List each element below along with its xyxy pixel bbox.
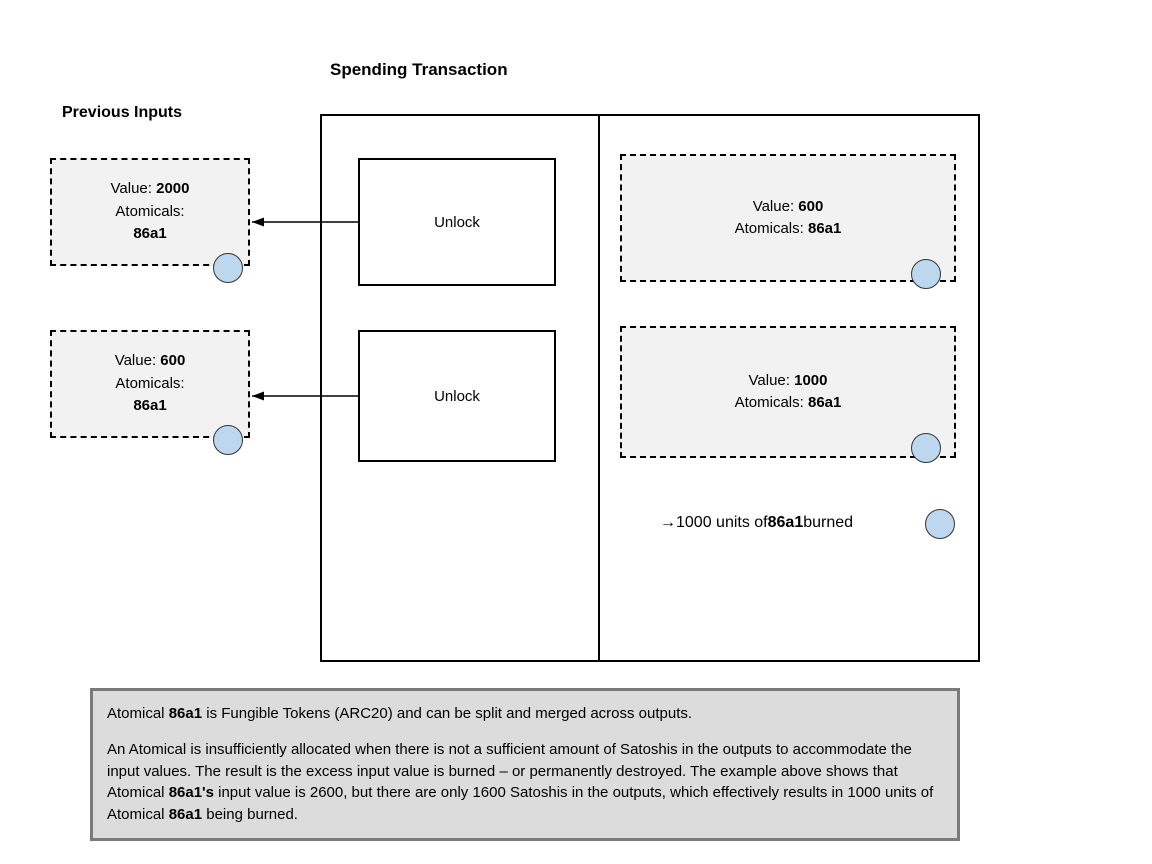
value-label: Value: — [753, 198, 799, 215]
atomicals-line: Atomicals: 86a1 — [735, 218, 842, 241]
burned-prefix: 1000 units of — [676, 514, 768, 532]
atomicals-line: Atomicals: 86a1 — [735, 392, 842, 415]
token-circle-icon — [925, 509, 955, 539]
output-box: Value: 600 Atomicals: 86a1 — [620, 154, 956, 282]
caption-paragraph-2: An Atomical is insufficiently allocated … — [107, 739, 943, 826]
burned-id: 86a1 — [768, 514, 804, 532]
token-circle-icon — [911, 433, 941, 463]
atomicals-label: Atomicals: — [735, 220, 808, 237]
value-label: Value: — [749, 372, 795, 389]
value-amount: 600 — [798, 198, 823, 215]
atomical-id: 86a1 — [808, 220, 841, 237]
burned-note: → 1000 units of 86a1 burned — [660, 514, 853, 532]
caption-box: Atomical 86a1 is Fungible Tokens (ARC20)… — [90, 688, 960, 841]
arrow-glyph: → — [660, 514, 676, 532]
caption-paragraph-1: Atomical 86a1 is Fungible Tokens (ARC20)… — [107, 703, 943, 725]
spacer — [107, 725, 943, 739]
output-box: Value: 1000 Atomicals: 86a1 — [620, 326, 956, 458]
value-line: Value: 1000 — [749, 370, 828, 393]
diagram-canvas: Spending Transaction Previous Inputs Val… — [0, 0, 1152, 864]
burned-suffix: burned — [803, 514, 853, 532]
value-amount: 1000 — [794, 372, 827, 389]
atomicals-label: Atomicals: — [735, 394, 808, 411]
atomical-id: 86a1 — [808, 394, 841, 411]
token-circle-icon — [911, 259, 941, 289]
value-line: Value: 600 — [753, 196, 824, 219]
